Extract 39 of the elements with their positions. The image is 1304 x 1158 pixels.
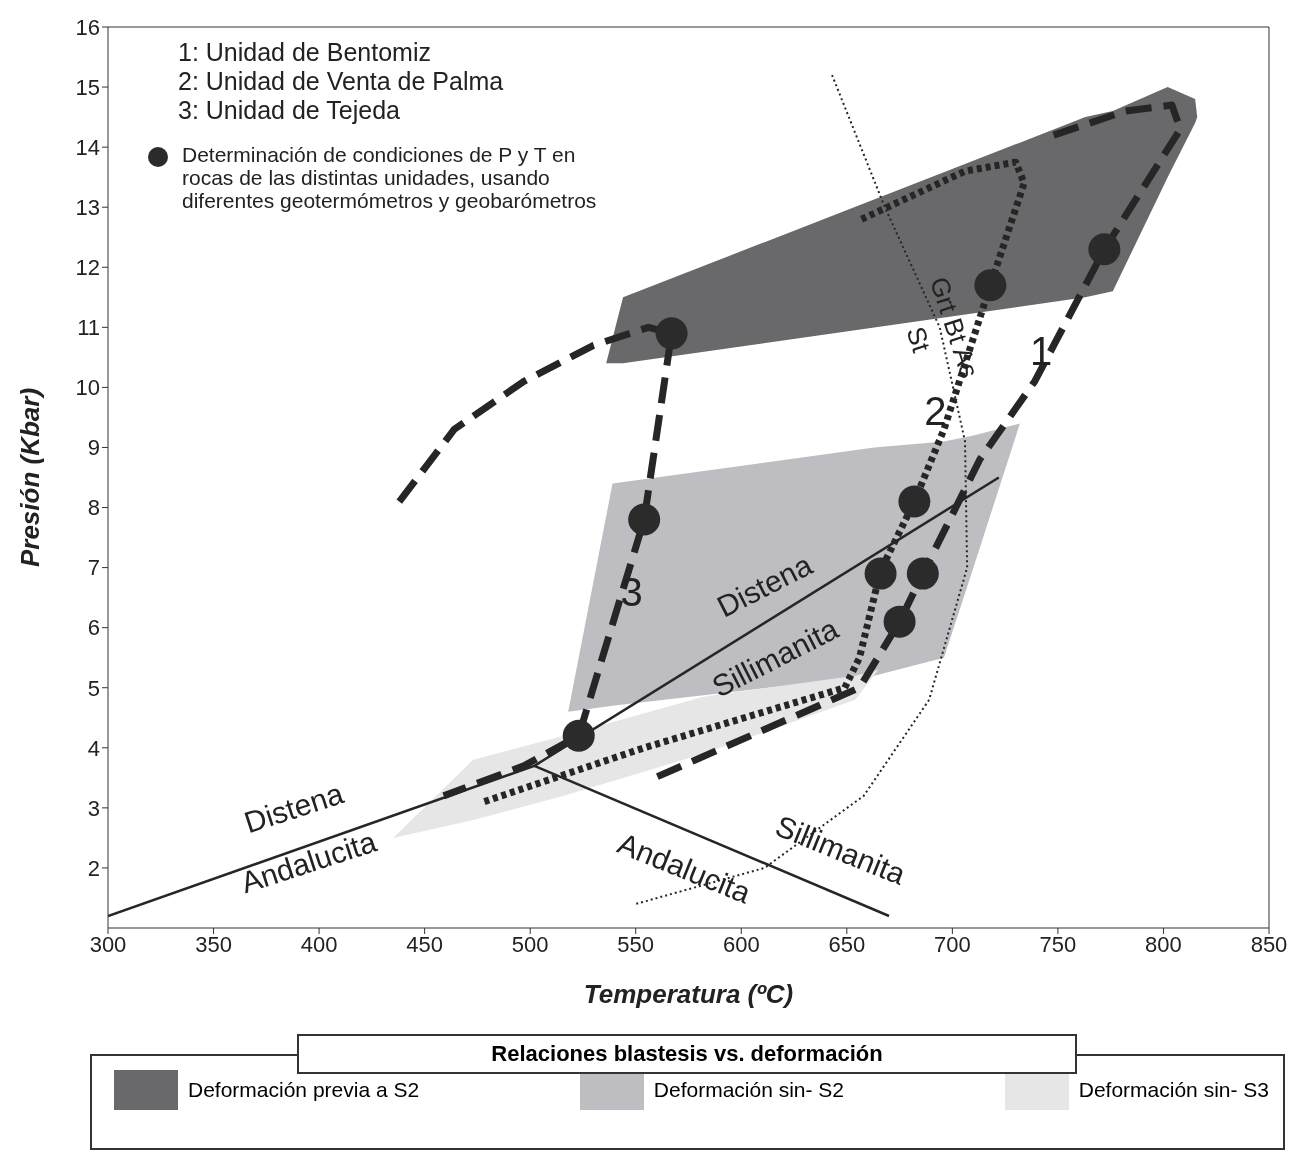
y-tick-label: 5 bbox=[87, 675, 100, 701]
y-tick-label: 3 bbox=[87, 795, 100, 821]
legend-label: Deformación sin- S3 bbox=[1078, 1078, 1269, 1102]
y-tick-label: 11 bbox=[77, 315, 100, 341]
x-tick-label: 350 bbox=[195, 931, 232, 957]
annotation: 1: Unidad de Bentomiz bbox=[178, 38, 432, 67]
x-tick-label: 550 bbox=[617, 931, 655, 957]
legend-label: Deformación previa a S2 bbox=[188, 1078, 420, 1102]
x-tick-label: 500 bbox=[511, 931, 549, 957]
legend-label: Deformación sin- S2 bbox=[653, 1078, 845, 1102]
annotation: 3: Unidad de Tejeda bbox=[178, 96, 401, 125]
y-axis-title: Presión (Kbar) bbox=[15, 387, 46, 568]
x-tick-label: 600 bbox=[722, 931, 760, 957]
y-tick-label: 7 bbox=[87, 555, 100, 581]
x-tick-label: 700 bbox=[934, 931, 971, 957]
legend-title: Relaciones blastesis vs. deformación bbox=[297, 1034, 1077, 1074]
y-tick-label: 13 bbox=[75, 195, 100, 221]
y-tick-label: 12 bbox=[75, 255, 100, 281]
annotation: 2: Unidad de Venta de Palma bbox=[178, 67, 505, 96]
annotation: Determinación de condiciones de P y T en rocas de las distintas unidades, usando diferentes geotermómetros y geobarómetros bbox=[182, 143, 598, 212]
x-tick-label: 650 bbox=[828, 931, 866, 957]
y-tick-label: 15 bbox=[75, 74, 100, 100]
y-tick-label: 10 bbox=[75, 375, 100, 401]
x-tick-label: 800 bbox=[1145, 931, 1182, 957]
y-tick-label: 14 bbox=[75, 134, 100, 160]
y-tick-label: 8 bbox=[87, 495, 100, 521]
y-tick-label: 16 bbox=[75, 14, 100, 40]
annotation: St bbox=[900, 323, 937, 357]
x-axis-title: Temperatura (ºC) bbox=[583, 979, 794, 1009]
x-tick-label: 750 bbox=[1039, 931, 1077, 957]
x-tick-label: 850 bbox=[1250, 931, 1288, 957]
x-tick-label: 300 bbox=[89, 931, 127, 957]
x-tick-label: 450 bbox=[406, 931, 443, 957]
y-tick-label: 2 bbox=[87, 855, 100, 881]
annotation: 2 bbox=[924, 389, 947, 434]
x-tick-label: 400 bbox=[300, 931, 338, 957]
y-tick-label: 6 bbox=[87, 615, 100, 641]
y-tick-label: 9 bbox=[87, 435, 100, 461]
y-tick-label: 4 bbox=[87, 735, 100, 761]
